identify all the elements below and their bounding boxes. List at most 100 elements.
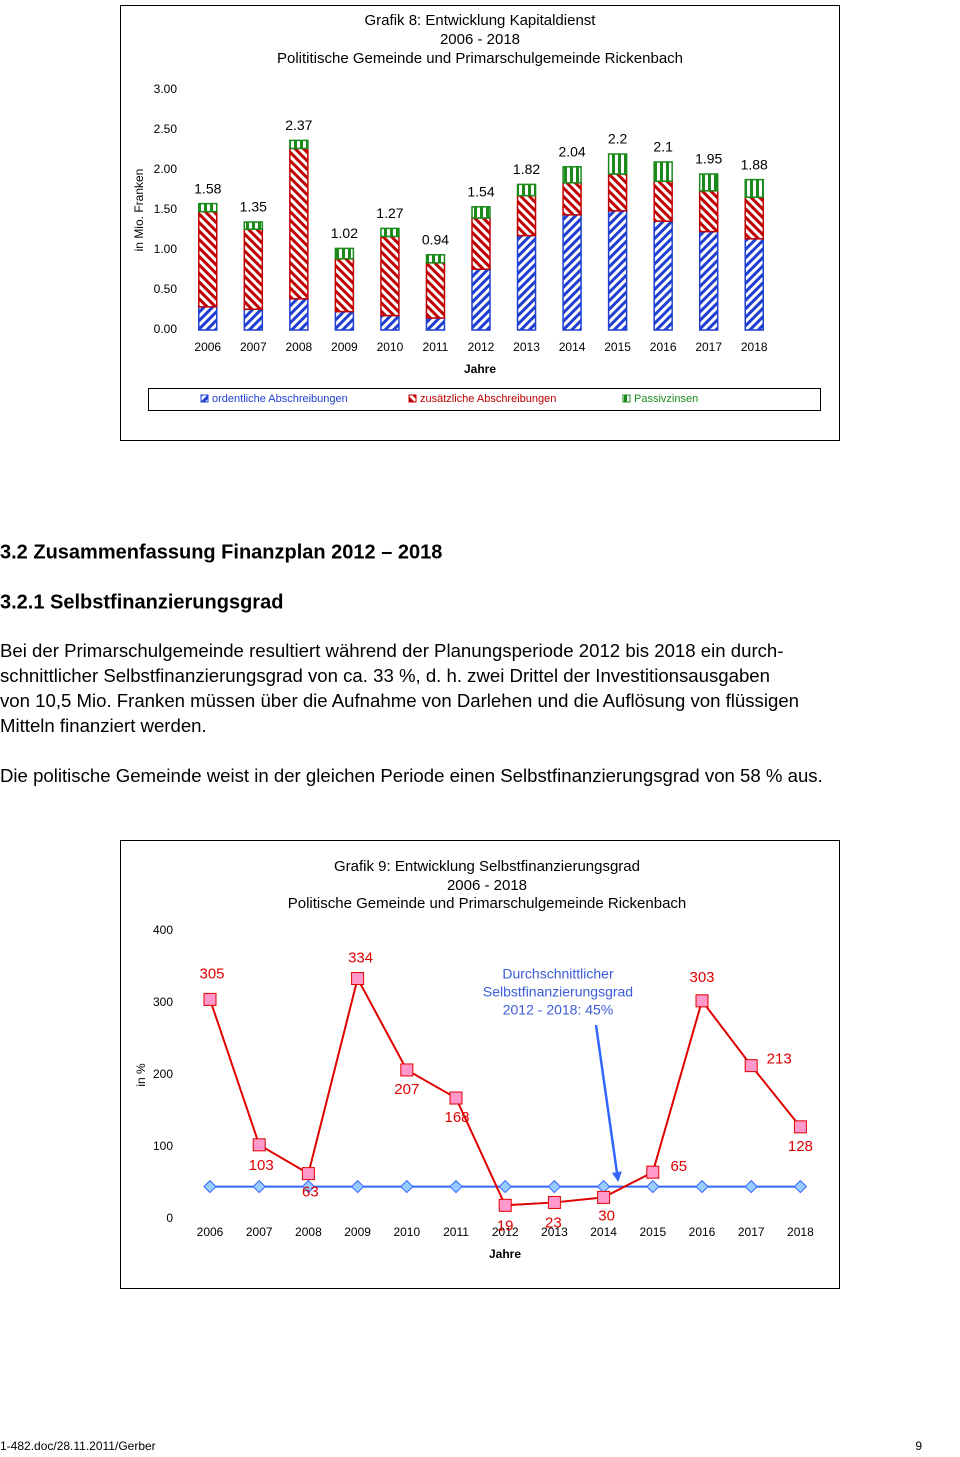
bar-segment (289, 139, 309, 150)
bar-segment (698, 173, 719, 192)
chart-title: Politische Gemeinde und Primarschulgemei… (288, 895, 687, 912)
y-tick-label: 300 (153, 995, 173, 1009)
bar-segment (516, 183, 537, 197)
x-tick-label: 2016 (689, 1225, 716, 1239)
total-label: 1.27 (376, 205, 403, 221)
bar-segment (698, 230, 719, 331)
x-tick-label: 2008 (295, 1225, 322, 1239)
y-tick-label: 0.50 (154, 282, 178, 296)
paragraph-line: Bei der Primarschulgemeinde resultiert w… (0, 640, 783, 661)
bar-segment (425, 254, 446, 264)
bar-segment (516, 194, 537, 237)
x-tick-label: 2011 (423, 340, 449, 354)
x-tick-label: 2015 (604, 340, 631, 354)
bar-segment (471, 206, 491, 219)
y-tick-label: 0.00 (154, 322, 178, 336)
x-tick-label: 2018 (787, 1225, 814, 1239)
bar-segment (334, 247, 355, 260)
total-label: 1.54 (467, 184, 494, 200)
legend-marker (200, 394, 209, 403)
marker-square (597, 1190, 611, 1204)
marker-square (744, 1059, 758, 1073)
bar-segment (380, 314, 400, 331)
legend-label: zusätzliche Abschreibungen (420, 393, 556, 405)
paragraph-line: Mitteln finanziert werden. (0, 715, 207, 736)
total-label: 2.1 (653, 139, 673, 155)
legend-marker (622, 394, 631, 403)
x-tick-label: 2007 (246, 1225, 273, 1239)
bar-segment (653, 161, 673, 182)
data-label: 305 (199, 965, 224, 982)
marker-square (646, 1165, 660, 1179)
x-tick-label: 2018 (741, 340, 768, 354)
marker-diamond (400, 1179, 414, 1194)
marker-diamond (646, 1179, 660, 1194)
x-tick-label: 2014 (590, 1225, 617, 1239)
bar-segment (425, 262, 446, 319)
legend-label: Passivzinsen (634, 393, 698, 405)
bar-segment (289, 298, 309, 331)
x-tick-label: 2009 (344, 1225, 371, 1239)
bar-segment (607, 173, 628, 212)
marker-square (547, 1195, 561, 1209)
marker-diamond (498, 1179, 512, 1194)
bar-segment (243, 308, 264, 331)
bar-segment (562, 166, 582, 184)
data-label: 207 (394, 1081, 419, 1098)
bar-segment (380, 227, 400, 238)
x-tick-label: 2014 (559, 340, 586, 354)
x-tick-label: 2011 (443, 1225, 469, 1239)
chart-frame (120, 840, 840, 1289)
bar-segment (289, 147, 309, 300)
legend-marker (408, 394, 417, 403)
marker-diamond (596, 1179, 611, 1194)
x-axis-title: Jahre (464, 362, 496, 376)
total-label: 2.37 (285, 117, 312, 133)
bar-segment (653, 220, 673, 331)
x-tick-label: 2012 (492, 1225, 519, 1239)
bar-segment (744, 196, 764, 240)
marker-diamond (695, 1179, 709, 1194)
marker-diamond (252, 1179, 266, 1194)
chart-title: Grafik 9: Entwicklung Selbstfinanzierung… (334, 858, 640, 875)
x-tick-label: 2013 (541, 1225, 568, 1239)
marker-diamond (203, 1179, 217, 1194)
marker-square (301, 1167, 315, 1181)
paragraph-line: schnittlicher Selbstfinanzierungsgrad vo… (0, 665, 770, 686)
x-tick-label: 2006 (197, 1225, 224, 1239)
paragraph-line: von 10,5 Mio. Franken müssen über die Au… (0, 690, 799, 711)
chart-frame (120, 5, 840, 441)
data-label: 63 (302, 1184, 319, 1201)
bar-segment (198, 210, 218, 308)
bar-segment (653, 180, 673, 222)
bar-segment (698, 190, 719, 233)
marker-diamond (350, 1179, 365, 1194)
x-tick-label: 2013 (513, 340, 540, 354)
total-label: 1.88 (741, 156, 768, 172)
bar-segment (334, 258, 355, 313)
marker-square (252, 1138, 266, 1152)
footer-left: 1-482.doc/28.11.2011/Gerber (0, 1439, 156, 1453)
annotation-arrow (594, 1024, 622, 1182)
bar-segment (471, 268, 491, 331)
y-tick-label: 2.50 (154, 122, 178, 136)
bar-segment (243, 228, 264, 310)
data-label: 103 (249, 1157, 274, 1174)
x-tick-label: 2017 (695, 340, 722, 354)
bar-segment (198, 306, 218, 331)
heading: 3.2 Zusammenfassung Finanzplan 2012 – 20… (0, 541, 442, 563)
chart-title: 2006 - 2018 (440, 31, 520, 48)
x-tick-label: 2010 (377, 340, 404, 354)
total-label: 1.82 (513, 161, 540, 177)
bar-segment (516, 234, 537, 331)
y-tick-label: 100 (153, 1139, 173, 1153)
marker-square (793, 1120, 807, 1134)
bar-segment (744, 238, 764, 331)
subheading: 3.2.1 Selbstfinanzierungsgrad (0, 591, 283, 613)
bar-segment (607, 210, 628, 331)
y-tick-label: 3.00 (154, 82, 178, 96)
total-label: 2.2 (608, 131, 628, 147)
bar-segment (562, 214, 582, 331)
total-label: 1.02 (331, 225, 358, 241)
